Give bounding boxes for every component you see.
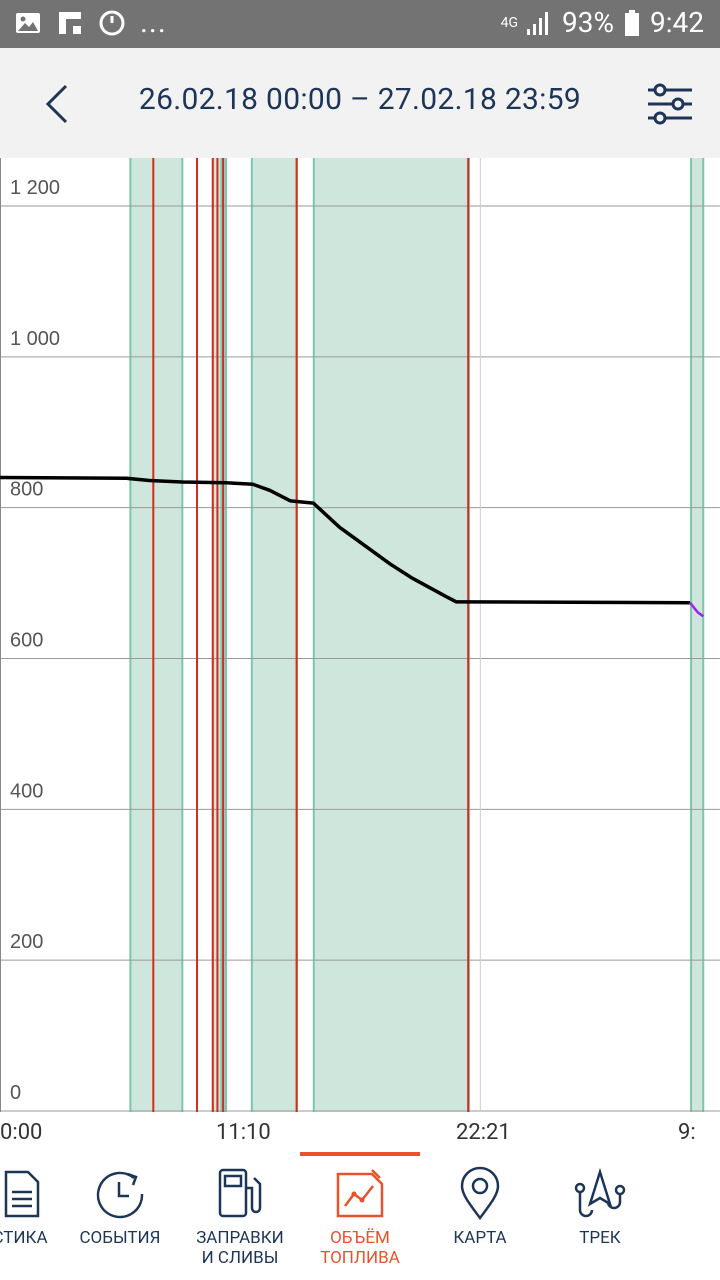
nav-item-refuels[interactable]: ЗАПРАВКИ И СЛИВЫ [180, 1152, 300, 1280]
shaded-period-3 [223, 158, 227, 1112]
nav-item-fuel-volume[interactable]: ОБЪЁМ ТОПЛИВА [300, 1152, 420, 1280]
fuel-series-line-2 [689, 601, 705, 618]
nav-label-track: ТРЕК [579, 1228, 621, 1248]
shaded-period-1 [130, 158, 183, 1112]
shaded-period-4 [251, 158, 297, 1112]
x-tick-label-4: 9: [678, 1120, 696, 1145]
shaded-period-5 [313, 158, 469, 1112]
shaded-period-6 [691, 158, 704, 1112]
sync-icon [99, 10, 125, 36]
network-type: 4G [500, 14, 519, 31]
active-tab-indicator [300, 1152, 420, 1156]
signal-icon [527, 11, 549, 35]
nav-label-refuels: ЗАПРАВКИ И СЛИВЫ [196, 1228, 284, 1268]
x-axis-labels: 0:00 11:10 22:21 9: [0, 1112, 720, 1152]
fuel-pump-icon [218, 1168, 262, 1218]
battery-icon [625, 9, 639, 36]
y-tick-label-0: 0 [10, 1082, 21, 1104]
nav-item-map[interactable]: КАРТА [420, 1152, 540, 1280]
nav-label-statistics: СТИКА [0, 1228, 48, 1248]
fuel-series-line-1 [0, 475, 691, 605]
map-pin-icon [460, 1166, 500, 1221]
clock: 9:42 [650, 6, 704, 39]
bottom-navigation: СТИКА СОБЫТИЯ ЗАПРАВКИ И СЛИВЫ ОБЪЁМ ТОП… [0, 1152, 720, 1280]
y-tick-label-1000: 1 000 [10, 328, 60, 350]
more-notifications: ... [140, 5, 167, 40]
x-tick-label-3: 22:21 [456, 1120, 511, 1145]
nav-label-fuel-volume: ОБЪЁМ ТОПЛИВА [320, 1228, 400, 1268]
back-arrow-icon[interactable] [36, 82, 80, 126]
filter-sliders-icon[interactable] [646, 82, 694, 126]
y-tick-label-1200: 1 200 [10, 177, 60, 199]
fuel-volume-chart-icon [336, 1169, 384, 1218]
flipboard-icon [59, 12, 81, 34]
y-tick-label-800: 800 [10, 479, 43, 501]
image-icon [16, 13, 40, 33]
track-icon [574, 1167, 626, 1218]
y-tick-label-400: 400 [10, 780, 43, 802]
nav-label-events: СОБЫТИЯ [79, 1228, 161, 1248]
nav-item-statistics[interactable]: СТИКА [0, 1152, 80, 1280]
date-range-title[interactable]: 26.02.18 00:00 – 27.02.18 23:59 [138, 82, 582, 117]
nav-item-track[interactable]: ТРЕК [540, 1152, 660, 1280]
y-tick-label-200: 200 [10, 931, 43, 953]
nav-item-events[interactable]: СОБЫТИЯ [60, 1152, 180, 1280]
battery-percent: 93% [562, 6, 614, 39]
document-icon [4, 1170, 40, 1218]
app-header: 26.02.18 00:00 – 27.02.18 23:59 [0, 48, 720, 158]
y-tick-label-600: 600 [10, 630, 43, 652]
x-tick-label-1: 0:00 [0, 1120, 43, 1145]
x-tick-label-2: 11:10 [216, 1120, 271, 1145]
status-bar: ... 4G 93% 9:42 [0, 0, 720, 48]
nav-label-map: КАРТА [453, 1228, 507, 1248]
fuel-volume-chart[interactable]: 0 200 400 600 800 1 000 1 200 [0, 158, 720, 1112]
clock-history-icon [96, 1171, 144, 1219]
